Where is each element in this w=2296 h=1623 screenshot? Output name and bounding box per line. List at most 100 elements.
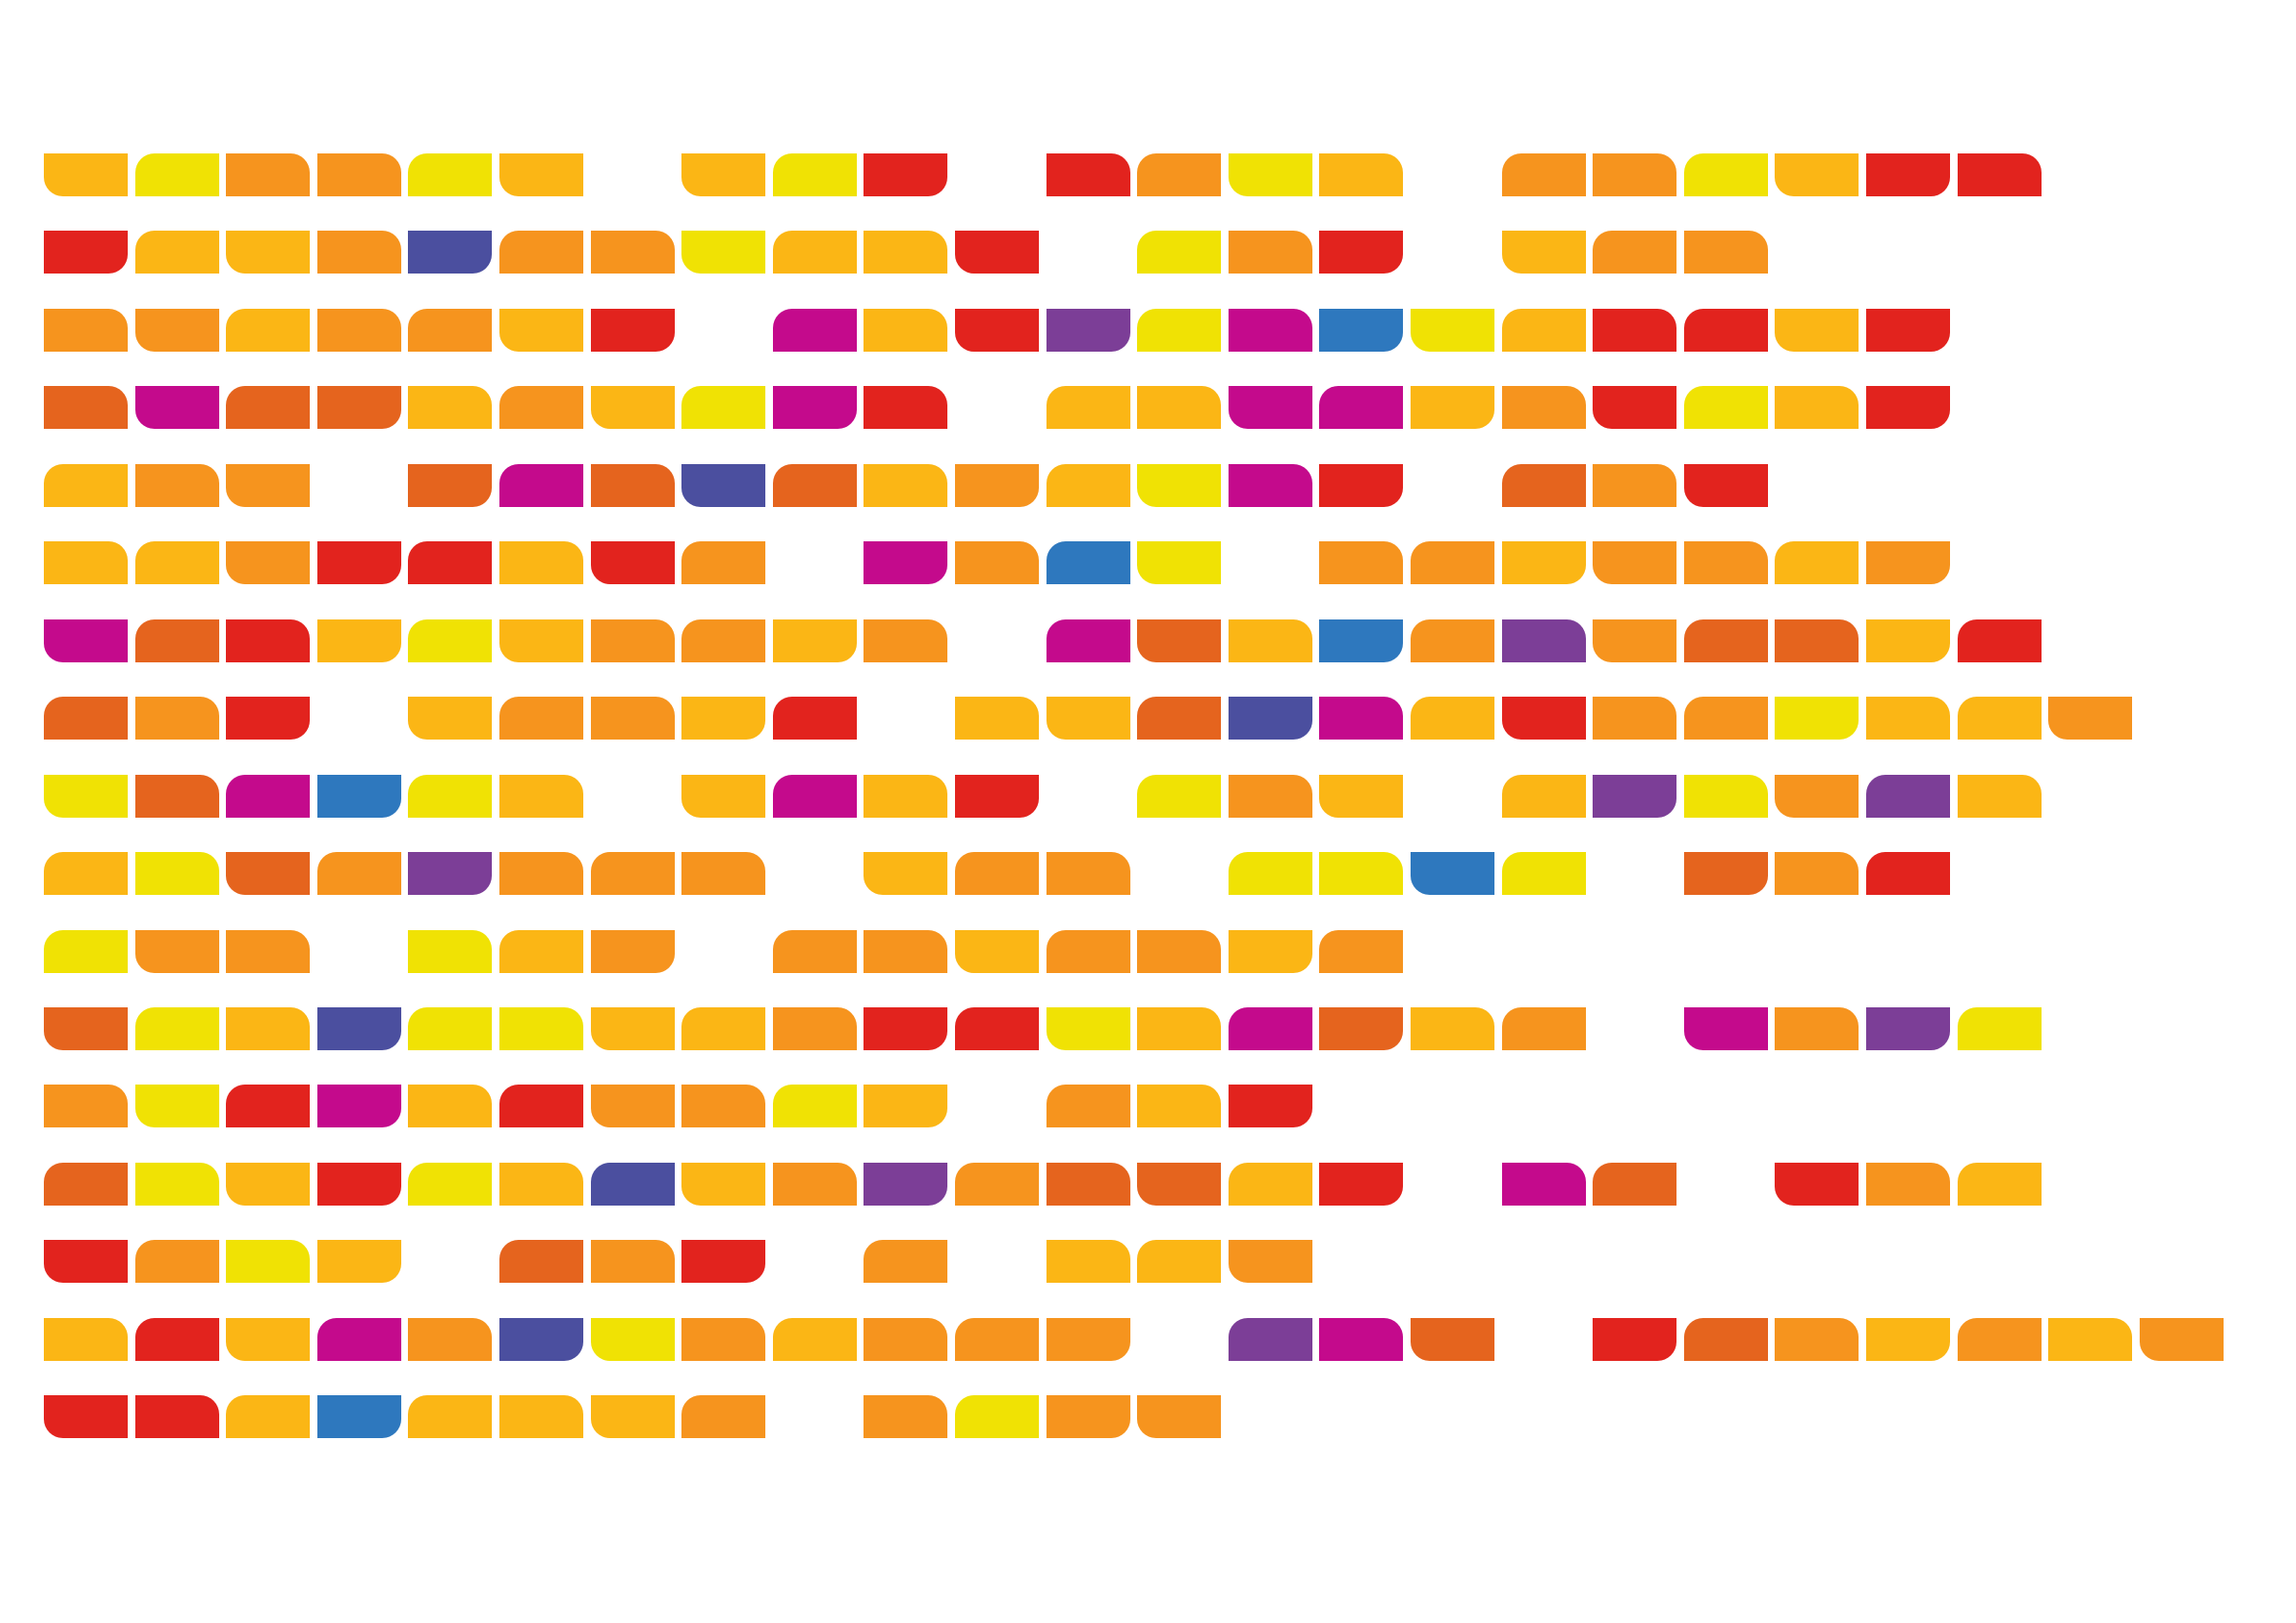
color-block (773, 619, 857, 662)
color-block (408, 153, 492, 196)
color-block (226, 1085, 310, 1127)
color-block (1502, 309, 1586, 352)
color-block (1046, 1240, 1130, 1283)
color-block (1411, 541, 1494, 584)
color-block (408, 1085, 492, 1127)
color-block (499, 309, 583, 352)
color-block (1046, 1085, 1130, 1127)
color-block (135, 1085, 219, 1127)
color-block (408, 1318, 492, 1361)
color-block (1229, 775, 1312, 818)
color-block (1046, 697, 1130, 740)
color-block (864, 1395, 947, 1438)
color-block (135, 1318, 219, 1361)
color-block (1502, 697, 1586, 740)
color-block (681, 1163, 765, 1206)
color-block (408, 1395, 492, 1438)
color-block (408, 231, 492, 274)
color-block (1866, 1007, 1950, 1050)
color-block (681, 1318, 765, 1361)
color-block (499, 697, 583, 740)
color-block (773, 930, 857, 973)
color-block (1958, 775, 2042, 818)
color-block (773, 1163, 857, 1206)
color-block (317, 619, 401, 662)
color-block (317, 309, 401, 352)
color-block (1046, 1163, 1130, 1206)
color-block (1229, 153, 1312, 196)
color-block (1046, 1395, 1130, 1438)
color-block (44, 852, 128, 895)
color-block (408, 464, 492, 507)
color-block (1137, 386, 1221, 429)
color-block (1958, 619, 2042, 662)
color-block (44, 464, 128, 507)
color-block (1137, 1085, 1221, 1127)
color-block (864, 464, 947, 507)
color-block (1411, 619, 1494, 662)
color-block (1775, 775, 1859, 818)
color-block (1319, 1318, 1403, 1361)
color-block (1411, 1007, 1494, 1050)
color-block (499, 1007, 583, 1050)
color-block (1958, 1318, 2042, 1361)
color-block (773, 1007, 857, 1050)
color-block (1502, 464, 1586, 507)
color-block (1137, 619, 1221, 662)
color-block (408, 852, 492, 895)
color-block (135, 464, 219, 507)
color-block (773, 153, 857, 196)
color-block (864, 1085, 947, 1127)
color-block (1684, 1318, 1768, 1361)
color-block (864, 1007, 947, 1050)
color-block (1319, 386, 1403, 429)
color-block (135, 775, 219, 818)
color-block (135, 697, 219, 740)
color-block (226, 1240, 310, 1283)
color-block (681, 153, 765, 196)
color-block (135, 1163, 219, 1206)
color-block (1319, 775, 1403, 818)
color-block (135, 619, 219, 662)
color-block (1593, 775, 1676, 818)
color-block (1046, 464, 1130, 507)
color-block (44, 386, 128, 429)
color-block (44, 1240, 128, 1283)
color-block (681, 1240, 765, 1283)
color-block (591, 464, 675, 507)
color-block (1229, 619, 1312, 662)
color-block (1958, 1163, 2042, 1206)
color-block (1593, 697, 1676, 740)
color-block (226, 541, 310, 584)
color-block (135, 309, 219, 352)
color-block (499, 619, 583, 662)
color-block (499, 1395, 583, 1438)
color-block (864, 930, 947, 973)
color-block (2140, 1318, 2224, 1361)
color-block (1593, 231, 1676, 274)
color-block (773, 231, 857, 274)
color-block (1593, 1318, 1676, 1361)
color-block (1319, 541, 1403, 584)
color-block (408, 697, 492, 740)
color-block (1137, 541, 1221, 584)
color-block (317, 231, 401, 274)
color-block (1502, 775, 1586, 818)
color-block (226, 231, 310, 274)
color-block (1593, 153, 1676, 196)
color-block (499, 852, 583, 895)
color-block (955, 852, 1039, 895)
color-block (1866, 619, 1950, 662)
color-block (1137, 464, 1221, 507)
color-block (955, 231, 1039, 274)
color-block (226, 309, 310, 352)
color-block (135, 231, 219, 274)
color-block (1684, 697, 1768, 740)
color-block (681, 852, 765, 895)
color-block (1866, 386, 1950, 429)
color-block (1958, 1007, 2042, 1050)
color-block (864, 775, 947, 818)
color-block (1775, 309, 1859, 352)
color-block (1046, 153, 1130, 196)
